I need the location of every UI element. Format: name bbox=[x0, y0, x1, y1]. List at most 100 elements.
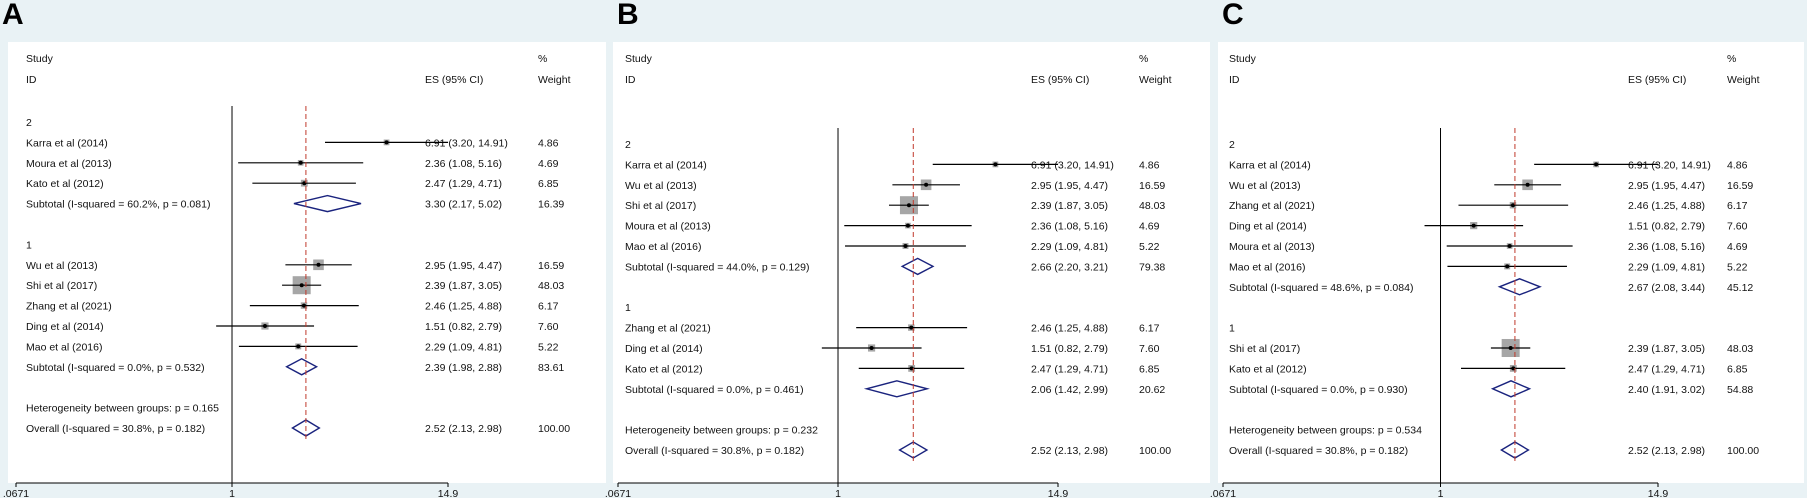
row-label: Overall (I-squared = 30.8%, p = 0.182) bbox=[1229, 445, 1408, 457]
x-tick-label: .0671 bbox=[605, 488, 631, 498]
row-label: Mao et al (2016) bbox=[625, 241, 701, 253]
row-es-text: 2.47 (1.29, 4.71) bbox=[425, 178, 502, 190]
row-es-text: 2.29 (1.09, 4.81) bbox=[1628, 261, 1705, 273]
header-weight: Weight bbox=[538, 74, 571, 86]
point-estimate bbox=[298, 160, 303, 165]
row-label: Wu et al (2013) bbox=[26, 260, 98, 272]
row-weight: 6.17 bbox=[1139, 323, 1160, 335]
row-label: Ding et al (2014) bbox=[625, 343, 703, 355]
row-label: Subtotal (I-squared = 60.2%, p = 0.081) bbox=[26, 199, 210, 211]
row-weight: 83.61 bbox=[538, 362, 564, 374]
point-estimate bbox=[903, 244, 908, 248]
row-es-text: 2.29 (1.09, 4.81) bbox=[425, 341, 502, 353]
row-label: Heterogeneity between groups: p = 0.534 bbox=[1229, 425, 1422, 437]
header-es: ES (95% CI) bbox=[1031, 74, 1089, 86]
row-label: Overall (I-squared = 30.8%, p = 0.182) bbox=[26, 423, 205, 435]
row-label: 1 bbox=[1229, 323, 1235, 335]
row-weight: 5.22 bbox=[538, 341, 559, 353]
row-es-text: 1.51 (0.82, 2.79) bbox=[1031, 343, 1108, 355]
row-label: Overall (I-squared = 30.8%, p = 0.182) bbox=[625, 445, 804, 457]
row-label: Wu et al (2013) bbox=[625, 180, 697, 192]
row-weight: 5.22 bbox=[1727, 261, 1748, 273]
row-label: Subtotal (I-squared = 0.0%, p = 0.930) bbox=[1229, 384, 1408, 396]
row-label: Zhang et al (2021) bbox=[26, 301, 112, 313]
row-weight: 16.59 bbox=[1139, 180, 1165, 192]
row-label: Subtotal (I-squared = 0.0%, p = 0.532) bbox=[26, 362, 205, 374]
row-label: Shi et al (2017) bbox=[26, 280, 97, 292]
x-tick-label: .0671 bbox=[3, 488, 29, 498]
row-es-text: 2.46 (1.25, 4.88) bbox=[1628, 200, 1705, 212]
header-id: ID bbox=[1229, 74, 1240, 86]
header-id: ID bbox=[625, 74, 636, 86]
row-es-text: 2.52 (2.13, 2.98) bbox=[1031, 445, 1108, 457]
x-tick-label: .0671 bbox=[1210, 488, 1236, 498]
header-es: ES (95% CI) bbox=[1628, 74, 1686, 86]
header-percent: % bbox=[538, 53, 547, 65]
row-es-text: 2.52 (2.13, 2.98) bbox=[1628, 445, 1705, 457]
row-weight: 7.60 bbox=[1727, 221, 1748, 233]
point-estimate bbox=[993, 162, 998, 167]
row-label: Kato et al (2012) bbox=[1229, 363, 1307, 375]
x-tick-label: 14.9 bbox=[1648, 488, 1669, 498]
point-estimate bbox=[301, 303, 306, 308]
row-weight: 100.00 bbox=[538, 423, 570, 435]
row-es-text: 1.51 (0.82, 2.79) bbox=[1628, 221, 1705, 233]
point-estimate bbox=[909, 325, 914, 330]
point-estimate bbox=[869, 346, 874, 350]
row-label: Shi et al (2017) bbox=[1229, 343, 1300, 355]
point-estimate bbox=[909, 366, 914, 371]
row-label: 2 bbox=[1229, 139, 1235, 151]
forest-panel-c: Study ID ES (95% CI)% Weight 2 Karra et al (2… bbox=[1210, 42, 1804, 498]
row-weight: 4.69 bbox=[1727, 241, 1748, 253]
x-tick-label: 14.9 bbox=[1048, 488, 1069, 498]
row-label: Moura et al (2013) bbox=[1229, 241, 1315, 253]
row-weight: 6.17 bbox=[538, 301, 559, 313]
row-es-text: 2.46 (1.25, 4.88) bbox=[425, 301, 502, 313]
point-estimate bbox=[1505, 264, 1510, 269]
x-tick-label: 14.9 bbox=[438, 488, 459, 498]
panel-letter-a: A bbox=[2, 0, 24, 31]
forest-panel-a: Study ID ES (95% CI)% Weight 2 Karra et al (2… bbox=[3, 42, 606, 498]
row-es-text: 2.06 (1.42, 2.99) bbox=[1031, 384, 1108, 396]
plot-area bbox=[1218, 42, 1804, 483]
header-percent: % bbox=[1727, 53, 1736, 65]
row-label: Moura et al (2013) bbox=[625, 221, 711, 233]
row-label: Karra et al (2014) bbox=[1229, 159, 1311, 171]
row-weight: 100.00 bbox=[1727, 445, 1759, 457]
row-weight: 4.86 bbox=[1139, 159, 1160, 171]
row-es-text: 2.46 (1.25, 4.88) bbox=[1031, 323, 1108, 335]
row-label: Zhang et al (2021) bbox=[1229, 200, 1315, 212]
row-es-text: 3.30 (2.17, 5.02) bbox=[425, 199, 502, 211]
row-label: 1 bbox=[26, 239, 32, 251]
point-estimate bbox=[924, 182, 929, 187]
point-estimate bbox=[1507, 244, 1512, 248]
row-label: 1 bbox=[625, 302, 631, 314]
point-estimate bbox=[1508, 346, 1513, 350]
row-es-text: 2.39 (1.87, 3.05) bbox=[425, 280, 502, 292]
subtotal-diamond bbox=[1497, 278, 1542, 296]
row-es-text: 2.39 (1.87, 3.05) bbox=[1628, 343, 1705, 355]
header-id: ID bbox=[26, 74, 37, 86]
row-es-text: 2.52 (2.13, 2.98) bbox=[425, 423, 502, 435]
row-label: Subtotal (I-squared = 0.0%, p = 0.461) bbox=[625, 384, 804, 396]
point-estimate bbox=[1511, 366, 1516, 371]
row-es-text: 2.47 (1.29, 4.71) bbox=[1031, 363, 1108, 375]
row-weight: 48.03 bbox=[1139, 200, 1165, 212]
row-weight: 4.86 bbox=[538, 137, 559, 149]
panel-letter-c: C bbox=[1222, 0, 1244, 31]
panel-letter-b: B bbox=[617, 0, 639, 31]
header-weight: Weight bbox=[1727, 74, 1760, 86]
row-es-text: 2.36 (1.08, 5.16) bbox=[425, 158, 502, 170]
subtotal-diamond bbox=[863, 380, 930, 398]
row-label: Kato et al (2012) bbox=[625, 363, 703, 375]
point-estimate bbox=[905, 223, 910, 228]
row-weight: 45.12 bbox=[1727, 282, 1753, 294]
row-label: Kato et al (2012) bbox=[26, 178, 104, 190]
row-es-text: 2.39 (1.87, 3.05) bbox=[1031, 200, 1108, 212]
point-estimate bbox=[384, 140, 389, 145]
row-label: Zhang et al (2021) bbox=[625, 323, 711, 335]
row-label: Subtotal (I-squared = 48.6%, p = 0.084) bbox=[1229, 282, 1413, 294]
plot-area bbox=[8, 42, 606, 483]
row-label: Moura et al (2013) bbox=[26, 158, 112, 170]
row-label: 2 bbox=[26, 117, 32, 129]
